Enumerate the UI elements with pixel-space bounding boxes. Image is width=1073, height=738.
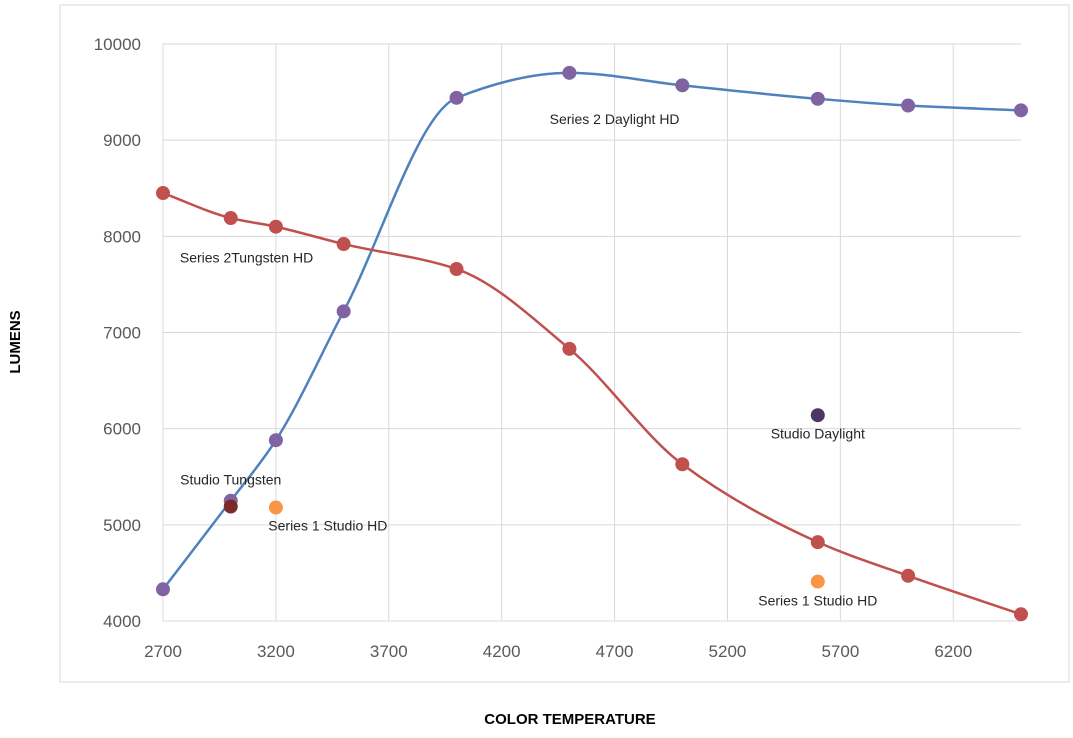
x-axis-title: COLOR TEMPERATURE (484, 711, 655, 728)
y-axis-title: LUMENS (7, 310, 24, 373)
series-2-point (268, 219, 283, 234)
series-2-point (449, 262, 464, 277)
x-tick-label: 5200 (709, 642, 747, 661)
data-annotation: Studio Daylight (771, 425, 865, 441)
x-tick-label: 4700 (596, 642, 634, 661)
series-2-point (675, 457, 690, 472)
series-1-point (810, 91, 825, 106)
y-tick-label: 5000 (103, 516, 141, 535)
series-4-point (810, 574, 825, 589)
series-1-point (156, 582, 170, 597)
series-1-point (901, 98, 916, 113)
series-4-point (268, 500, 283, 515)
x-tick-label: 5700 (821, 642, 859, 661)
series-1-point (675, 78, 690, 93)
tick-labels: 4000 5000 6000 7000 8000 9000 10000 2700 3200 370… (94, 35, 972, 661)
series-2-point (156, 186, 170, 201)
data-annotation: Series 2 Daylight HD (550, 111, 680, 127)
y-tick-label: 9000 (103, 131, 141, 150)
data-annotation: Series 1 Studio HD (758, 593, 877, 609)
x-tick-label: 6200 (934, 642, 972, 661)
series-2-point (1014, 607, 1028, 622)
series-2-point (901, 568, 916, 583)
y-tick-label: 10000 (94, 35, 141, 54)
y-tick-label: 8000 (103, 227, 141, 246)
x-tick-label: 3200 (257, 642, 295, 661)
x-tick-label: 4200 (483, 642, 521, 661)
series-1-point (449, 90, 464, 105)
annotation-layer: Series 2 Daylight HD Series 2Tungsten HD S… (180, 111, 877, 609)
x-tick-label: 2700 (144, 642, 182, 661)
y-tick-label: 7000 (103, 324, 141, 343)
series-2-point (223, 211, 238, 226)
series-layer (156, 65, 1028, 622)
series-2-point (336, 237, 351, 252)
series-1-point (268, 433, 283, 448)
series-1-line (162, 71, 1022, 591)
series-2-point (562, 341, 577, 356)
y-tick-label: 6000 (103, 420, 141, 439)
data-annotation: Series 1 Studio HD (268, 518, 387, 534)
y-tick-label: 4000 (103, 612, 141, 631)
series-1-point (1014, 103, 1028, 118)
series-1-point (336, 304, 351, 319)
gridlines (162, 43, 1021, 622)
series-1-point (562, 65, 577, 80)
series-5-point (810, 408, 825, 423)
x-tick-label: 3700 (370, 642, 408, 661)
series-3-point (223, 499, 238, 514)
data-annotation: Series 2Tungsten HD (180, 249, 313, 265)
series-2-point (810, 535, 825, 550)
data-annotation: Studio Tungsten (180, 471, 281, 487)
